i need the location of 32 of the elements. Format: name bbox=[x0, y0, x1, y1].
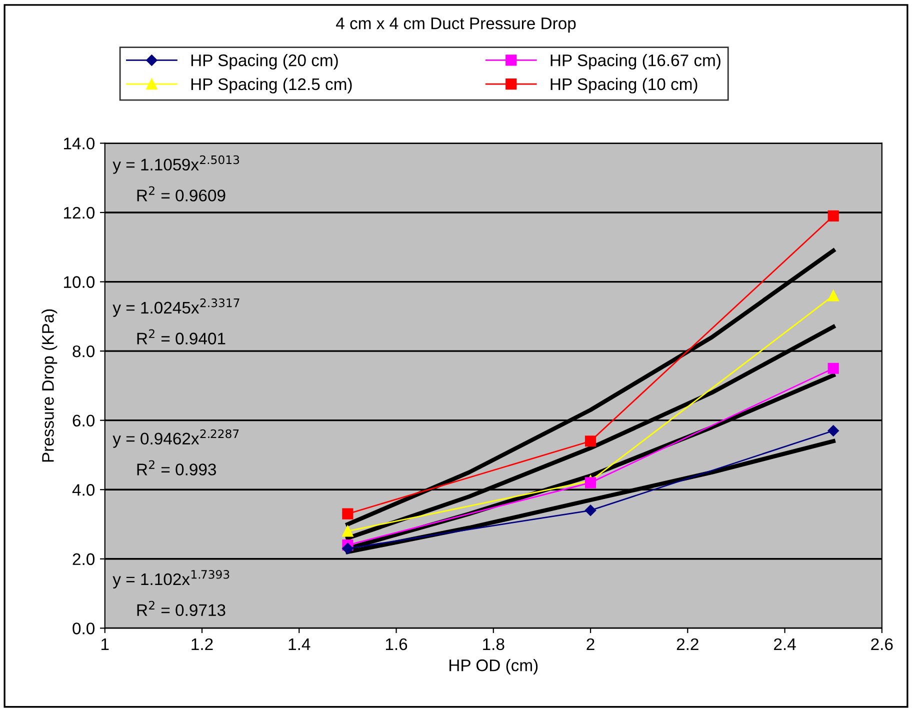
x-tick-label: 2.2 bbox=[676, 638, 698, 650]
annotation: R$^{2}$ = 0.9401 bbox=[137, 329, 226, 344]
y-tick-label: 10.0 bbox=[64, 276, 95, 288]
annotation: y = 0.9462x$^{2.2287}$ bbox=[112, 429, 239, 448]
annotation: R$^{2}$ = 0.993 bbox=[137, 460, 216, 476]
annotation: y = 1.1059x$^{2.5013}$ bbox=[112, 155, 240, 174]
x-tick-label: 2 bbox=[586, 638, 594, 650]
y-tick-label: 12.0 bbox=[64, 206, 95, 219]
x-tick-label: 1.4 bbox=[288, 638, 310, 650]
x-tick-label: 1.6 bbox=[386, 638, 408, 650]
legend-label: HP Spacing (16.67 cm) bbox=[550, 54, 720, 70]
x-axis-title: HP OD (cm) bbox=[450, 658, 538, 675]
x-tick-label: 1 bbox=[102, 638, 109, 650]
legend-label: HP Spacing (10 cm) bbox=[550, 78, 698, 94]
y-tick-label: 0.0 bbox=[72, 622, 95, 634]
y-axis-title: Pressure Drop (KPa) bbox=[42, 309, 58, 462]
chart-title: 4 cm x 4 cm Duct Pressure Drop bbox=[336, 18, 576, 33]
x-tick-label: 1.2 bbox=[192, 638, 213, 650]
y-tick-label: 14.0 bbox=[64, 138, 95, 150]
x-tick-label: 2.6 bbox=[871, 638, 893, 650]
x-tick-label: 2.4 bbox=[774, 638, 796, 650]
annotation: y = 1.102x$^{1.7393}$ bbox=[112, 570, 230, 588]
legend-label: HP Spacing (20 cm) bbox=[191, 54, 338, 70]
x-tick-label: 1.8 bbox=[483, 638, 504, 650]
y-tick-label: 6.0 bbox=[72, 414, 95, 427]
y-tick-label: 2.0 bbox=[72, 553, 95, 566]
legend-label: HP Spacing (12.5 cm) bbox=[191, 78, 352, 94]
y-tick-label: 8.0 bbox=[72, 345, 95, 358]
y-tick-label: 4.0 bbox=[72, 484, 95, 496]
annotation: y = 1.0245x$^{2.3317}$ bbox=[112, 298, 240, 317]
annotation: R$^{2}$ = 0.9713 bbox=[137, 600, 226, 616]
annotation: R$^{2}$ = 0.9609 bbox=[137, 186, 226, 202]
